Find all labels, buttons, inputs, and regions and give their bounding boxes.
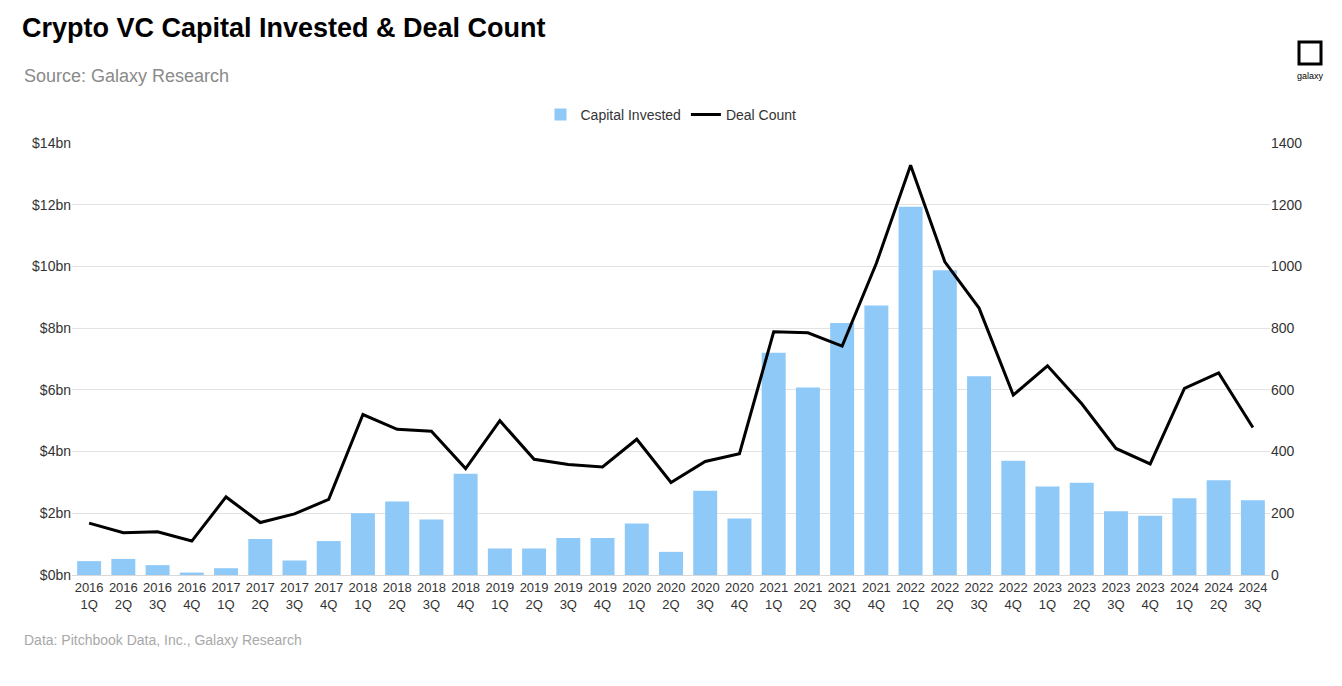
- svg-text:1200: 1200: [1271, 197, 1302, 213]
- svg-text:20194Q: 20194Q: [588, 580, 617, 612]
- svg-text:20231Q: 20231Q: [1033, 580, 1062, 612]
- svg-text:$14bn: $14bn: [32, 135, 71, 151]
- svg-text:20221Q: 20221Q: [896, 580, 925, 612]
- svg-text:20181Q: 20181Q: [348, 580, 377, 612]
- svg-text:20204Q: 20204Q: [725, 580, 754, 612]
- svg-text:$6bn: $6bn: [40, 382, 71, 398]
- svg-text:0: 0: [1271, 567, 1279, 583]
- svg-text:20163Q: 20163Q: [143, 580, 172, 612]
- svg-text:20201Q: 20201Q: [622, 580, 651, 612]
- svg-text:20191Q: 20191Q: [485, 580, 514, 612]
- svg-text:20243Q: 20243Q: [1238, 580, 1267, 612]
- svg-text:Crypto VC Capital Invested & D: Crypto VC Capital Invested & Deal Count: [22, 13, 546, 43]
- svg-text:20172Q: 20172Q: [246, 580, 275, 612]
- svg-text:20193Q: 20193Q: [554, 580, 583, 612]
- svg-text:20211Q: 20211Q: [759, 580, 788, 612]
- svg-text:$0bn: $0bn: [40, 567, 71, 583]
- svg-text:20213Q: 20213Q: [828, 580, 857, 612]
- svg-text:$4bn: $4bn: [40, 443, 71, 459]
- svg-text:galaxy: galaxy: [1297, 71, 1324, 81]
- svg-text:20162Q: 20162Q: [109, 580, 138, 612]
- svg-text:20174Q: 20174Q: [314, 580, 343, 612]
- svg-text:$8bn: $8bn: [40, 320, 71, 336]
- svg-text:20171Q: 20171Q: [212, 580, 241, 612]
- svg-text:$12bn: $12bn: [32, 197, 71, 213]
- svg-text:400: 400: [1271, 443, 1295, 459]
- svg-text:20232Q: 20232Q: [1067, 580, 1096, 612]
- svg-text:20233Q: 20233Q: [1102, 580, 1131, 612]
- svg-text:20241Q: 20241Q: [1170, 580, 1199, 612]
- svg-text:20184Q: 20184Q: [451, 580, 480, 612]
- svg-text:20192Q: 20192Q: [520, 580, 549, 612]
- svg-text:Capital Invested: Capital Invested: [581, 107, 681, 123]
- svg-text:20173Q: 20173Q: [280, 580, 309, 612]
- svg-text:$2bn: $2bn: [40, 505, 71, 521]
- svg-text:20222Q: 20222Q: [930, 580, 959, 612]
- svg-text:20183Q: 20183Q: [417, 580, 446, 612]
- svg-text:Deal Count: Deal Count: [726, 107, 796, 123]
- svg-text:20234Q: 20234Q: [1136, 580, 1165, 612]
- svg-text:200: 200: [1271, 505, 1295, 521]
- svg-text:20212Q: 20212Q: [793, 580, 822, 612]
- svg-text:20224Q: 20224Q: [999, 580, 1028, 612]
- svg-text:1000: 1000: [1271, 258, 1302, 274]
- svg-text:20203Q: 20203Q: [691, 580, 720, 612]
- svg-text:20214Q: 20214Q: [862, 580, 891, 612]
- svg-text:600: 600: [1271, 382, 1295, 398]
- svg-text:20182Q: 20182Q: [383, 580, 412, 612]
- svg-text:20242Q: 20242Q: [1204, 580, 1233, 612]
- svg-text:20223Q: 20223Q: [965, 580, 994, 612]
- svg-text:20161Q: 20161Q: [75, 580, 104, 612]
- svg-text:800: 800: [1271, 320, 1295, 336]
- svg-text:Data: Pitchbook Data, Inc., Ga: Data: Pitchbook Data, Inc., Galaxy Resea…: [24, 632, 302, 648]
- svg-text:$10bn: $10bn: [32, 258, 71, 274]
- svg-text:20164Q: 20164Q: [177, 580, 206, 612]
- svg-text:Source: Galaxy Research: Source: Galaxy Research: [24, 66, 229, 86]
- svg-text:20202Q: 20202Q: [657, 580, 686, 612]
- svg-text:1400: 1400: [1271, 135, 1302, 151]
